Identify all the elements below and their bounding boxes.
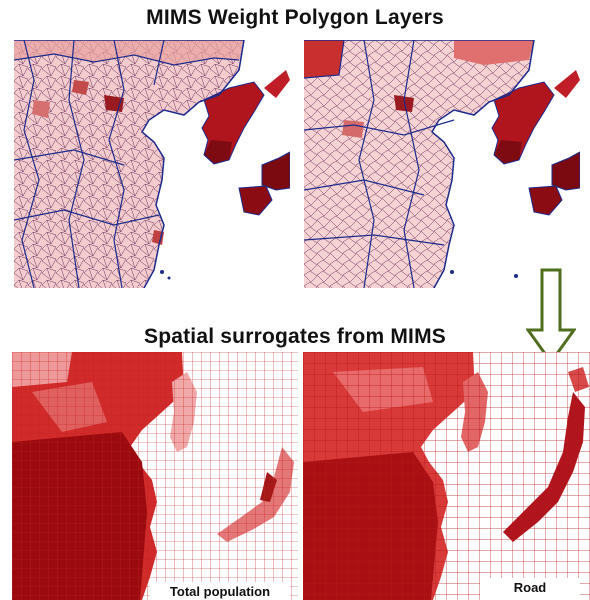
- label-total-population: Total population: [150, 582, 290, 600]
- title-spatial-surrogates: Spatial surrogates from MIMS: [144, 325, 446, 348]
- weight-polygon-map-right: [304, 40, 580, 288]
- weight-polygon-map-left: [14, 40, 290, 288]
- surrogate-map-road: Road: [303, 352, 590, 600]
- surrogate-map-total-population: Total population: [12, 352, 298, 600]
- title-weight-polygon-layers: MIMS Weight Polygon Layers: [146, 6, 444, 29]
- down-arrow-icon: [526, 268, 576, 364]
- label-road: Road: [480, 578, 580, 600]
